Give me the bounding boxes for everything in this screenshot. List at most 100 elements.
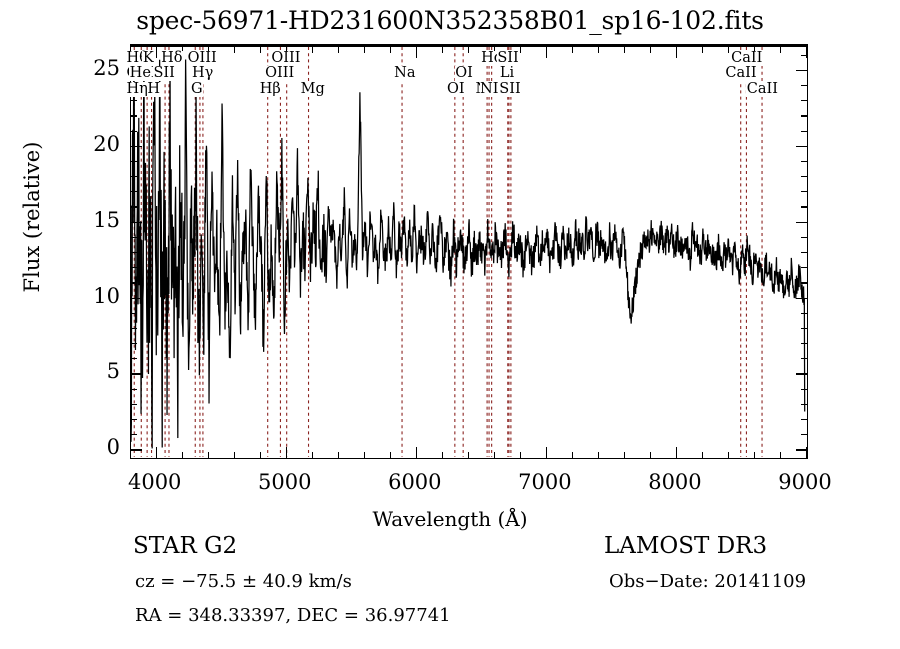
x-tick-minor (701, 452, 704, 458)
y-tick-major-right (796, 449, 807, 451)
y-tick-major (131, 145, 142, 148)
x-tick-label: 7000 (518, 470, 572, 494)
x-tick-major (675, 447, 678, 458)
x-tick-minor (259, 452, 261, 458)
spectral-line-label: CaII (724, 65, 758, 81)
spectral-line-label: Li (499, 65, 515, 81)
x-tick-minor (311, 452, 313, 458)
y-tick-minor-right (801, 343, 807, 345)
y-tick-minor (131, 130, 137, 132)
y-tick-minor-right (801, 358, 807, 360)
x-tick-label: 5000 (258, 470, 312, 494)
x-tick-minor-top (597, 47, 600, 53)
x-tick-major-top (675, 47, 678, 58)
x-tick-major (285, 447, 288, 458)
y-tick-minor-right (801, 54, 807, 56)
x-tick-major-top (155, 47, 158, 58)
spectral-line-label: OIII (264, 65, 295, 81)
page-title: spec-56971-HD231600N352358B01_sp16-102.f… (136, 6, 764, 35)
y-tick-major-right (796, 373, 807, 375)
spectral-line-label: Hδ (160, 50, 183, 66)
x-tick-major (545, 447, 548, 458)
x-tick-major (806, 447, 808, 458)
y-tick-minor (131, 267, 137, 269)
spectrum-canvas (131, 47, 806, 457)
x-tick-major (415, 447, 418, 458)
x-tick-minor (779, 452, 782, 458)
y-tick-minor (131, 358, 137, 360)
x-tick-minor (467, 452, 470, 458)
x-tick-minor-top (753, 47, 756, 53)
x-tick-minor-top (467, 47, 470, 53)
y-tick-minor-right (801, 403, 807, 406)
x-tick-minor-top (623, 47, 626, 53)
y-axis-title: Flux (relative) (20, 141, 44, 293)
y-tick-minor (131, 403, 137, 406)
spectral-line-label: OIII (270, 50, 301, 66)
x-tick-minor (493, 452, 496, 458)
x-tick-minor-top (571, 47, 574, 53)
x-tick-label: 4000 (127, 470, 182, 494)
x-tick-minor-top (181, 47, 183, 53)
y-tick-minor-right (801, 206, 807, 208)
y-tick-minor-right (801, 434, 807, 436)
x-tick-minor-top (389, 47, 391, 53)
spectral-line-label: K (142, 50, 155, 66)
spectral-line-label: CaII (746, 81, 779, 97)
y-tick-minor-right (801, 100, 807, 102)
x-tick-minor (181, 452, 183, 458)
spectral-line-label: Mg (300, 81, 326, 97)
y-tick-minor-right (801, 191, 807, 193)
y-tick-minor-right (801, 282, 807, 284)
redshift-velocity: cz = −75.5 ± 40.9 km/s (135, 571, 352, 592)
x-tick-minor (571, 452, 574, 458)
y-tick-minor-right (801, 267, 807, 269)
spectral-line-label: SII (152, 65, 176, 81)
y-tick-major-right (796, 297, 807, 299)
x-tick-minor (519, 452, 522, 458)
y-tick-minor-right (801, 252, 807, 254)
y-tick-label: 15 (93, 207, 120, 232)
x-tick-label: 8000 (648, 470, 702, 494)
y-tick-label: 10 (93, 283, 120, 308)
y-tick-major-right (796, 221, 807, 224)
x-tick-minor (363, 452, 365, 458)
x-tick-minor (207, 452, 209, 458)
spectral-line-label: SII (498, 81, 522, 97)
spectral-line-label: OIII (187, 50, 218, 66)
spectral-line-label: CaII (730, 50, 763, 66)
y-tick-minor-right (801, 236, 807, 238)
y-tick-minor (131, 191, 137, 193)
spectral-line-label: H (146, 81, 161, 97)
y-tick-minor-right (801, 115, 807, 117)
spectral-line-label: OI (446, 81, 466, 97)
spectral-line-label: Hη (126, 81, 149, 97)
x-axis-title: Wavelength (Å) (372, 507, 528, 531)
spectral-line-label: NII (479, 81, 505, 97)
y-tick-minor-right (801, 312, 807, 314)
y-tick-label: 25 (93, 55, 120, 80)
spectral-line-label: G (190, 81, 204, 97)
y-tick-minor (131, 115, 137, 117)
y-tick-minor-right (801, 130, 807, 132)
y-tick-major (131, 373, 142, 375)
x-tick-minor-top (519, 47, 522, 53)
x-tick-minor-top (259, 47, 261, 53)
spectral-line-label: OI (454, 65, 474, 81)
x-tick-minor-top (363, 47, 365, 53)
spectral-line-label: Hγ (191, 65, 214, 81)
spectral-line-label: Na (393, 65, 416, 81)
y-tick-label: 20 (93, 131, 120, 156)
y-tick-minor-right (801, 176, 807, 178)
y-tick-minor (131, 160, 137, 163)
coordinates: RA = 348.33397, DEC = 36.97741 (135, 605, 451, 626)
x-tick-major-top (806, 47, 808, 58)
x-tick-minor-top (233, 47, 235, 53)
y-tick-minor (131, 327, 137, 330)
spectral-line-label: HeI (129, 65, 158, 81)
object-class: STAR G2 (133, 533, 238, 559)
x-tick-minor-top (337, 47, 339, 53)
x-tick-label: 9000 (778, 470, 832, 494)
y-tick-minor (131, 100, 137, 102)
